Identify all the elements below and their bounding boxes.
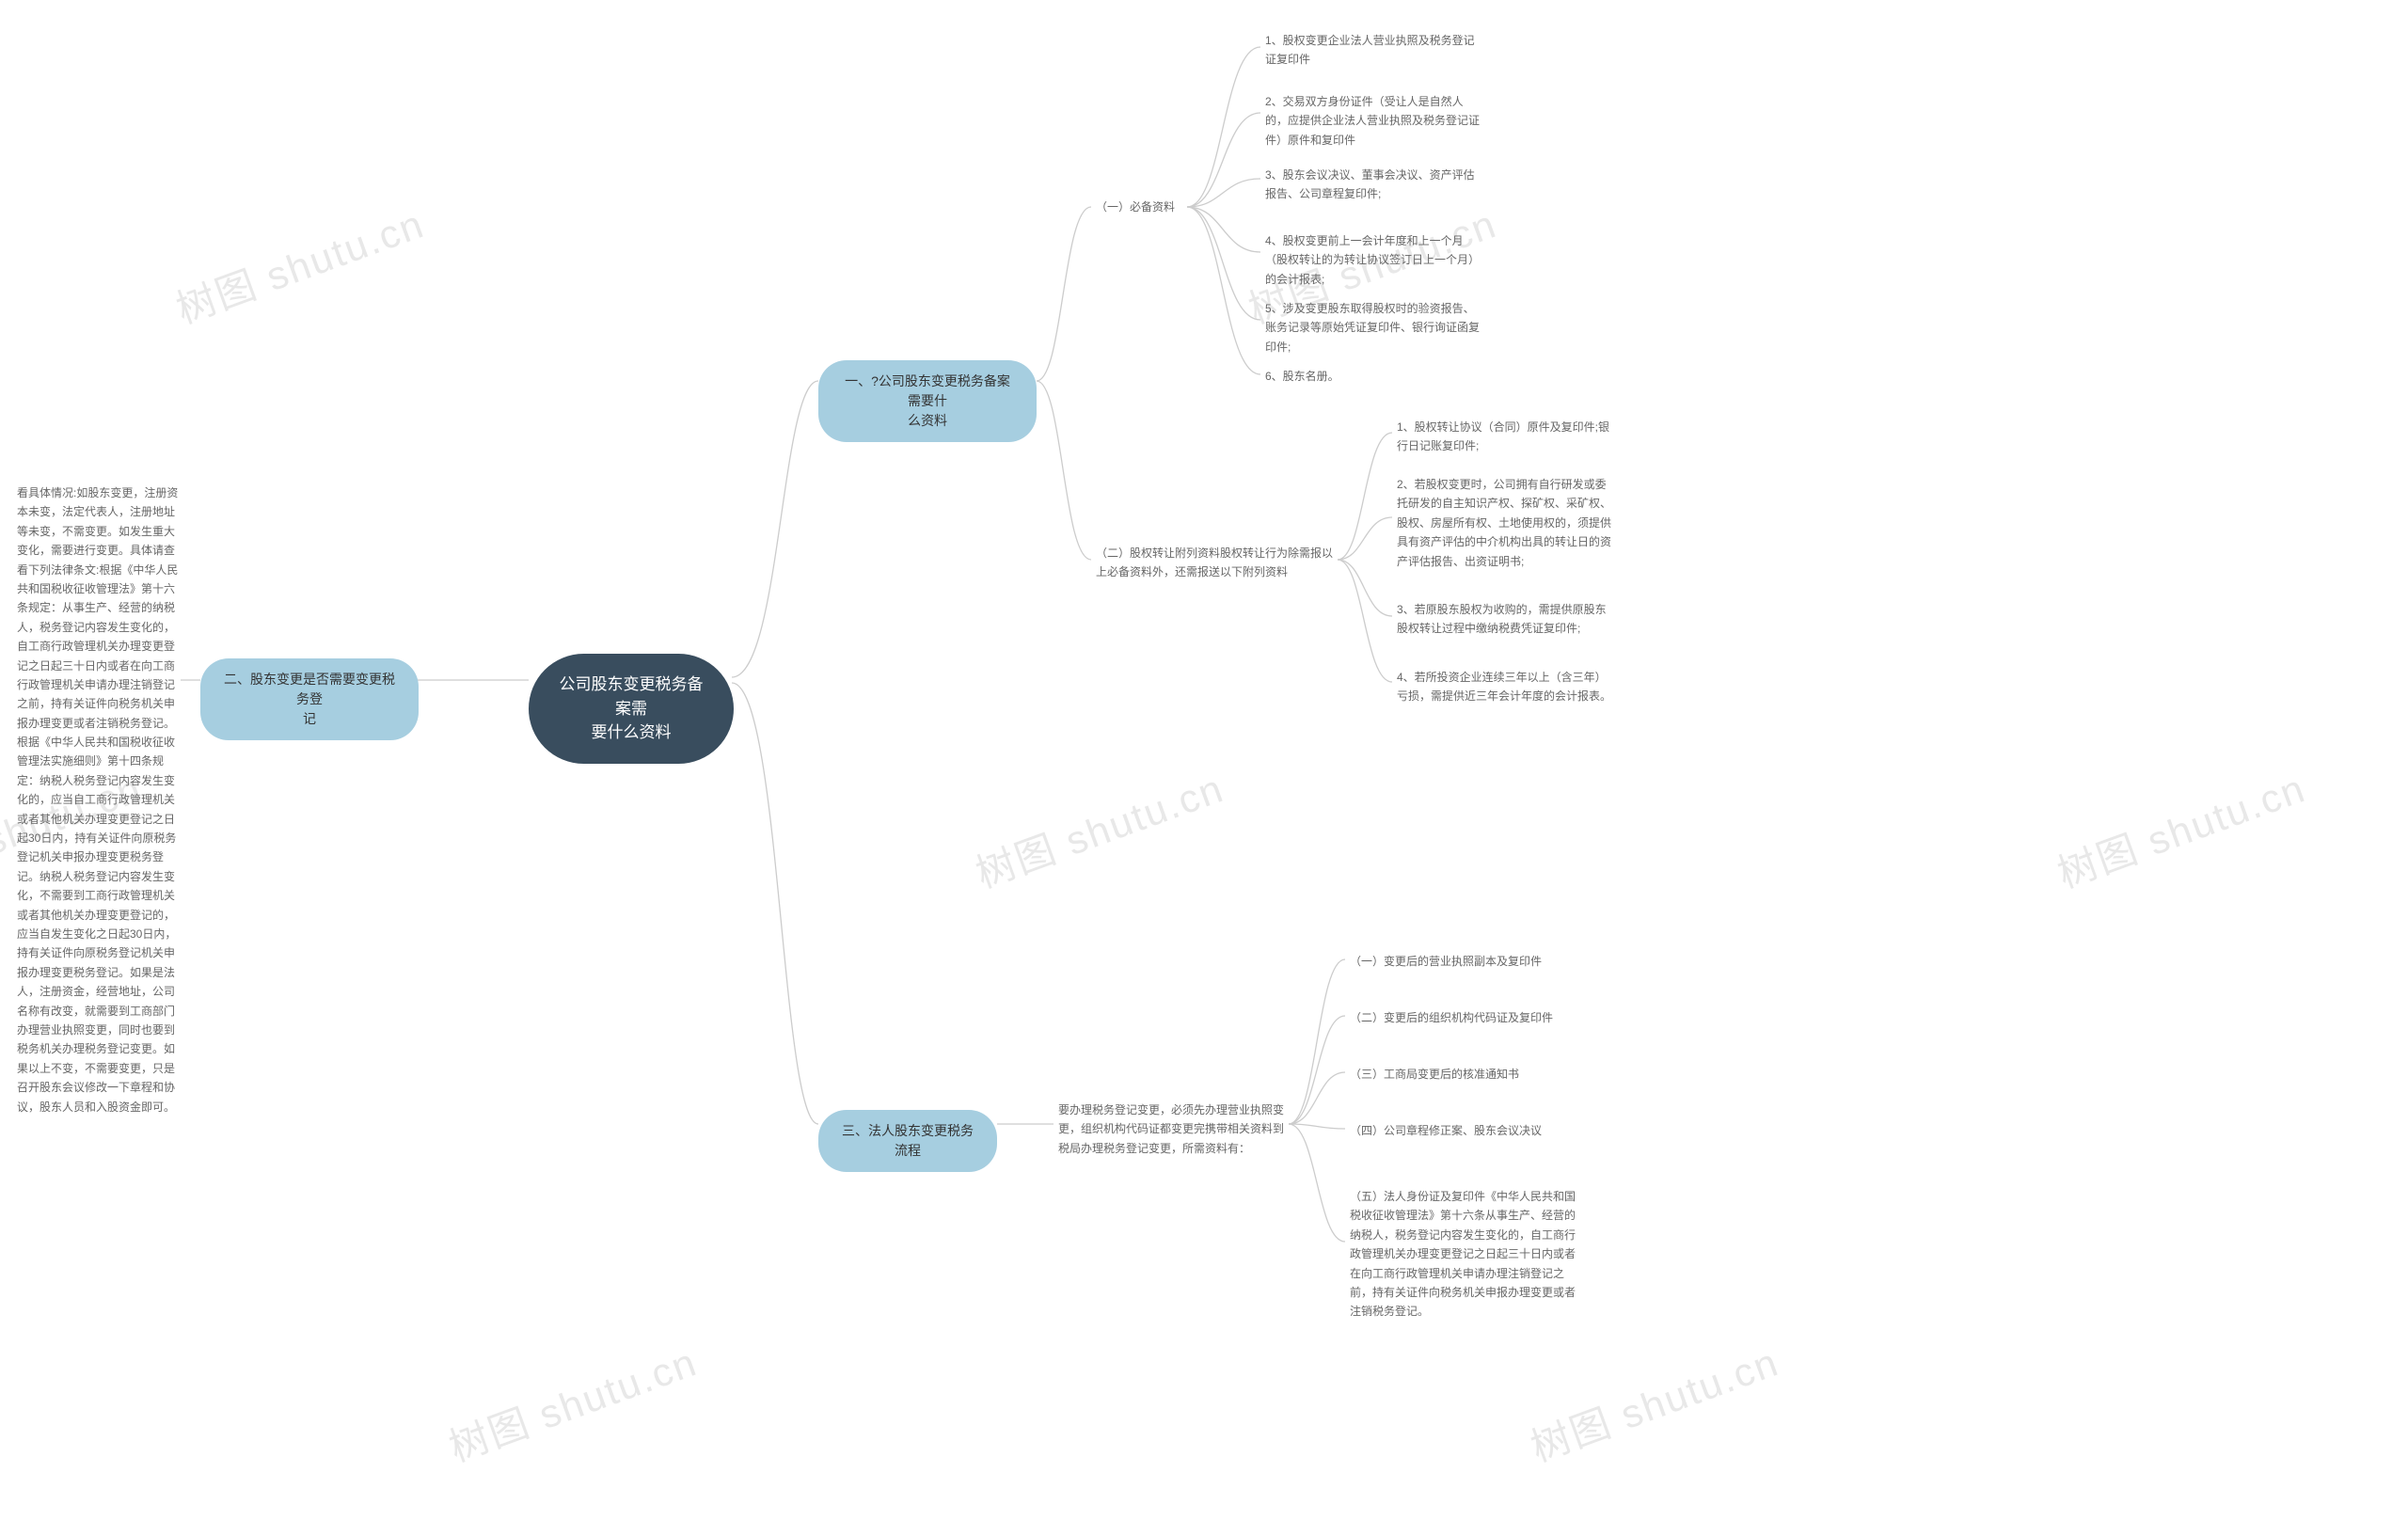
branch-2-label: 二、股东变更是否需要变更税务登 记 (221, 670, 398, 729)
branch-3-item-3: （三）工商局变更后的核准通知书 (1350, 1065, 1566, 1084)
branch-2-content: 看具体情况:如股东变更，注册资本未变，法定代表人，注册地址等未变，不需变更。如发… (17, 483, 182, 1116)
watermark: 树图 shutu.cn (967, 757, 1231, 900)
branch-1[interactable]: 一、?公司股东变更税务备案需要什 么资料 (818, 360, 1037, 442)
branch-3-item-4: （四）公司章程修正案、股东会议决议 (1350, 1121, 1566, 1140)
sub-a-item-2: 2、交易双方身份证件（受让人是自然人的，应提供企业法人营业执照及税务登记证件）原… (1265, 92, 1481, 150)
watermark: 树图 shutu.cn (440, 1331, 705, 1474)
connector-layer (0, 0, 2408, 1536)
sub-b-item-1: 1、股权转让协议（合同）原件及复印件;银行日记账复印件; (1397, 418, 1613, 456)
branch-1-sub-b: （二）股权转让附列资料股权转让行为除需报以上必备资料外，还需报送以下附列资料 (1096, 544, 1339, 582)
watermark: 树图 shutu.cn (1522, 1331, 1786, 1474)
branch-3[interactable]: 三、法人股东变更税务流程 (818, 1110, 997, 1172)
branch-3-item-5: （五）法人身份证及复印件《中华人民共和国税收征收管理法》第十六条从事生产、经营的… (1350, 1187, 1576, 1322)
branch-3-item-2: （二）变更后的组织机构代码证及复印件 (1350, 1008, 1566, 1027)
sub-b-item-3: 3、若原股东股权为收购的，需提供原股东股权转让过程中缴纳税费凭证复印件; (1397, 600, 1613, 639)
center-node[interactable]: 公司股东变更税务备案需 要什么资料 (529, 654, 734, 764)
sub-b-item-4: 4、若所投资企业连续三年以上（含三年）亏损，需提供近三年会计年度的会计报表。 (1397, 668, 1613, 706)
sub-a-item-6: 6、股东名册。 (1265, 367, 1481, 386)
sub-a-item-3: 3、股东会议决议、董事会决议、资产评估报告、公司章程复印件; (1265, 166, 1481, 204)
sub-a-item-4: 4、股权变更前上一会计年度和上一个月（股权转让的为转让协议签订日上一个月）的会计… (1265, 231, 1481, 289)
branch-3-intro: 要办理税务登记变更，必须先办理营业执照变更，组织机构代码证都变更完携带相关资料到… (1058, 1101, 1289, 1158)
watermark: 树图 shutu.cn (167, 193, 432, 336)
branch-1-sub-a: （一）必备资料 (1096, 198, 1190, 216)
sub-a-item-1: 1、股权变更企业法人营业执照及税务登记证复印件 (1265, 31, 1481, 70)
branch-1-label: 一、?公司股东变更税务备案需要什 么资料 (839, 372, 1016, 431)
branch-2[interactable]: 二、股东变更是否需要变更税务登 记 (200, 658, 419, 740)
branch-3-item-1: （一）变更后的营业执照副本及复印件 (1350, 952, 1566, 971)
watermark: 树图 shutu.cn (2049, 757, 2313, 900)
sub-a-item-5: 5、涉及变更股东取得股权时的验资报告、账务记录等原始凭证复印件、银行询证函复印件… (1265, 299, 1481, 356)
center-label: 公司股东变更税务备案需 要什么资料 (557, 673, 705, 745)
sub-b-item-2: 2、若股权变更时，公司拥有自行研发或委托研发的自主知识产权、探矿权、采矿权、股权… (1397, 475, 1613, 571)
branch-3-label: 三、法人股东变更税务流程 (839, 1121, 976, 1161)
